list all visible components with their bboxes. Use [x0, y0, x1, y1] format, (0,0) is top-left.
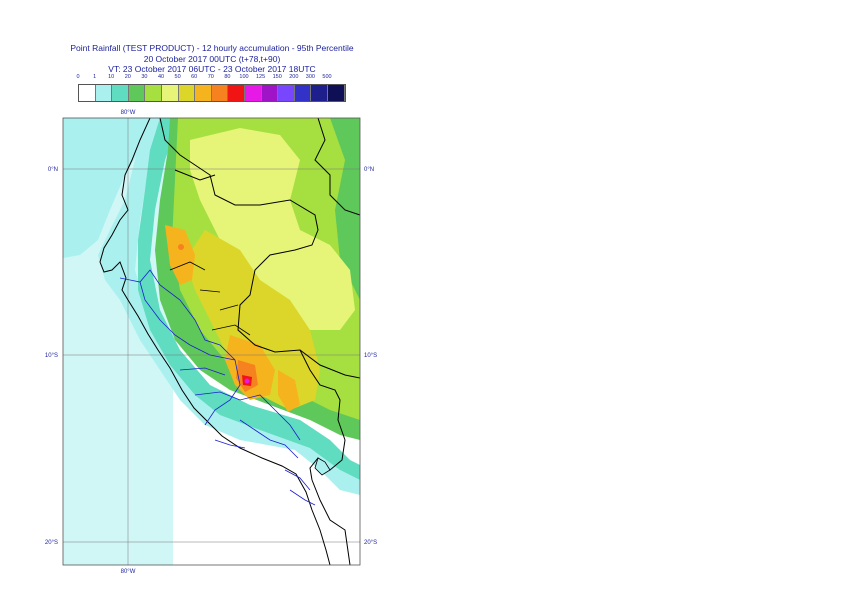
legend-threshold-label: 60	[191, 74, 198, 80]
magenta-rain-max	[244, 378, 250, 384]
legend-swatch	[327, 85, 345, 101]
lat-label-10s-right: 10°S	[364, 353, 377, 359]
legend-threshold-label: 125	[256, 74, 266, 80]
orange-rain-east	[278, 370, 300, 412]
legend-color-bar	[78, 84, 346, 102]
legend-threshold-label: 70	[207, 74, 214, 80]
legend-threshold-label: 100	[239, 74, 249, 80]
dark-orange-rain-north	[178, 244, 184, 250]
legend-swatch	[178, 85, 196, 101]
yellow-rain-region	[185, 230, 320, 410]
legend-swatch	[195, 85, 212, 101]
coastal-light-rain-band	[98, 118, 360, 495]
legend-swatch	[145, 85, 162, 101]
legend-threshold-label: 300	[305, 74, 315, 80]
map-title-line-1: Point Rainfall (TEST PRODUCT) - 12 hourl…	[70, 43, 354, 53]
legend-threshold-label: 150	[272, 74, 282, 80]
legend-swatch	[95, 85, 113, 101]
lat-label-0n-right: 0°N	[364, 167, 374, 173]
legend-threshold-label: 30	[141, 74, 148, 80]
map-area	[63, 118, 360, 565]
legend-swatch	[311, 85, 328, 101]
legend-threshold-label: 10	[108, 74, 115, 80]
lat-label-20s-right: 20°S	[364, 540, 377, 546]
lat-label-20s-left: 20°S	[45, 540, 58, 546]
legend-swatch	[79, 85, 96, 101]
bolivia-chile-border	[311, 479, 351, 565]
legend-threshold-label: 1	[93, 74, 97, 80]
lake-titicaca	[314, 457, 331, 476]
legend-swatch	[294, 85, 312, 101]
map-title-line-2: 20 October 2017 00UTC (t+78,t+90)	[143, 54, 281, 64]
yellow-green-region	[190, 128, 355, 330]
legend-swatch	[244, 85, 262, 101]
legend-swatch	[128, 85, 146, 101]
map-frame	[62, 117, 361, 566]
teal-rain-band	[138, 118, 360, 480]
lat-label-10s-left: 10°S	[45, 353, 58, 359]
lon-label-top: 80°W	[121, 110, 136, 116]
colombia-brazil-border	[314, 118, 360, 216]
bolivia-brazil-border	[299, 349, 360, 379]
legend-threshold-label: 80	[224, 74, 231, 80]
peru-border	[159, 118, 346, 481]
legend-threshold-labels: 0 1 10 20 30 40 50 60 70 80 100 125 150 200 300 500	[0, 74, 842, 84]
legend-swatch	[261, 85, 279, 101]
legend-threshold-label: 50	[174, 74, 181, 80]
legend-swatch	[278, 85, 295, 101]
regional-borders	[119, 269, 316, 506]
legend-swatch	[112, 85, 129, 101]
legend-threshold-label: 40	[157, 74, 165, 80]
orange-rain-north	[165, 225, 195, 285]
lat-label-0n-left: 0°N	[48, 167, 58, 173]
legend-threshold-label: 0	[76, 74, 80, 80]
legend-threshold-label: 500	[322, 74, 332, 80]
map-title-line-3: VT: 23 October 2017 06UTC - 23 October 2…	[108, 64, 316, 74]
ecuador-border	[174, 169, 216, 181]
legend-threshold-label: 200	[289, 74, 299, 80]
lon-label-bottom: 80°W	[121, 569, 136, 575]
legend-swatch	[228, 85, 245, 101]
coastline	[99, 118, 331, 565]
legend-threshold-label: 20	[124, 74, 131, 80]
regional-borders-black	[169, 261, 251, 336]
legend-swatch	[211, 85, 229, 101]
legend-swatch	[161, 85, 179, 101]
